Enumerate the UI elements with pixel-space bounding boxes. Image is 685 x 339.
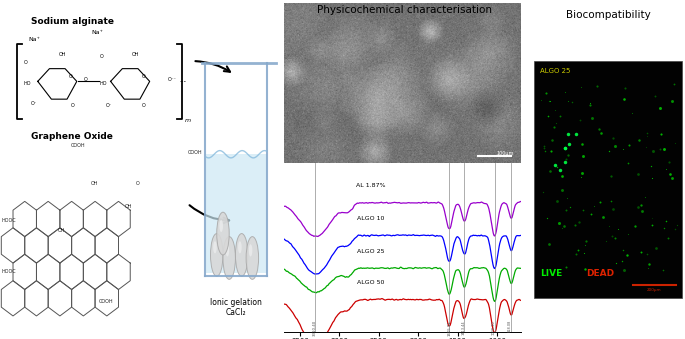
Text: 3310.40: 3310.40	[313, 320, 317, 336]
Text: O: O	[141, 103, 145, 108]
Text: O⁻: O⁻	[31, 101, 37, 106]
Text: OH: OH	[91, 181, 99, 185]
Text: OH: OH	[132, 52, 139, 57]
Circle shape	[249, 244, 252, 256]
Text: ALGO 25: ALGO 25	[357, 248, 385, 254]
Text: O: O	[136, 181, 139, 185]
Text: ALGO 50: ALGO 50	[358, 280, 384, 285]
Text: 818.08: 818.08	[508, 320, 512, 333]
Text: Biocompatibility: Biocompatibility	[566, 10, 650, 20]
Text: ALGO 25: ALGO 25	[540, 68, 571, 74]
Text: O: O	[69, 74, 73, 79]
Text: ALGO 10: ALGO 10	[358, 216, 384, 221]
Text: OH: OH	[125, 204, 132, 209]
Text: O: O	[71, 103, 75, 108]
Text: COOH: COOH	[71, 143, 85, 148]
Circle shape	[219, 220, 223, 232]
Text: 200μm: 200μm	[647, 288, 662, 292]
Bar	[534, 61, 682, 298]
Text: Physicochemical characterisation: Physicochemical characterisation	[316, 5, 492, 15]
Circle shape	[236, 234, 248, 276]
Text: HO: HO	[23, 81, 31, 86]
Text: AL 1.87%: AL 1.87%	[356, 183, 386, 188]
Circle shape	[246, 237, 259, 279]
Text: O: O	[84, 77, 88, 82]
Text: 100μm: 100μm	[496, 151, 514, 156]
Text: HOOC: HOOC	[1, 218, 16, 223]
Text: COOH: COOH	[188, 150, 202, 155]
Circle shape	[216, 212, 229, 255]
Text: m: m	[185, 118, 191, 123]
Text: HO: HO	[99, 81, 107, 86]
Text: OH: OH	[58, 228, 65, 233]
Text: HOOC: HOOC	[1, 269, 16, 274]
Text: Na⁺: Na⁺	[91, 30, 103, 35]
Circle shape	[213, 241, 216, 254]
Circle shape	[225, 244, 229, 256]
Text: OH: OH	[59, 52, 66, 57]
Text: O⁻⁻: O⁻⁻	[167, 77, 176, 82]
Text: 1413.44: 1413.44	[461, 320, 465, 335]
Text: DEAD: DEAD	[586, 269, 614, 278]
Text: O: O	[142, 74, 146, 79]
Text: LIVE: LIVE	[540, 269, 562, 278]
Text: Sodium alginate: Sodium alginate	[32, 17, 114, 26]
Text: Graphene Oxide: Graphene Oxide	[32, 132, 113, 141]
Text: O: O	[24, 60, 28, 65]
Text: Na⁺: Na⁺	[29, 37, 40, 42]
Polygon shape	[206, 154, 266, 273]
Text: COOH: COOH	[99, 299, 114, 304]
Text: 1030.30: 1030.30	[491, 320, 495, 335]
Text: Ionic gelation
CaCl₂: Ionic gelation CaCl₂	[210, 298, 262, 317]
Text: 1605.91: 1605.91	[447, 320, 451, 336]
Text: O⁻: O⁻	[106, 103, 112, 108]
Circle shape	[238, 241, 242, 254]
Text: O: O	[99, 54, 103, 59]
Circle shape	[210, 234, 223, 276]
Circle shape	[223, 237, 236, 279]
